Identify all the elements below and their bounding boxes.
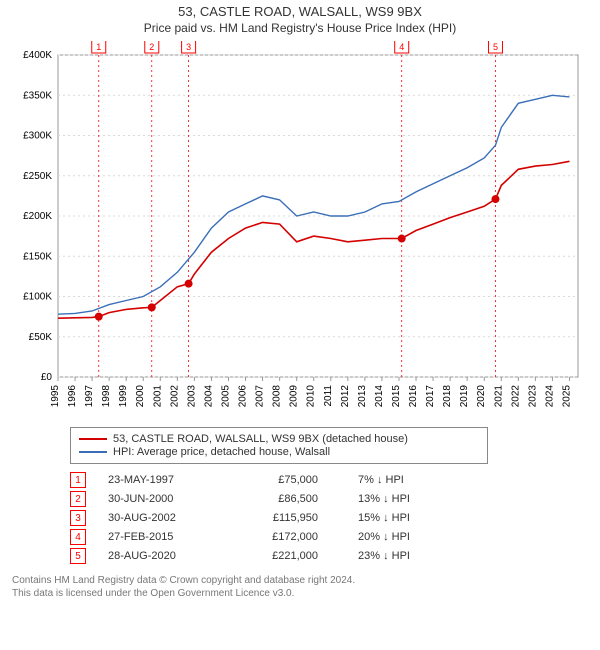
svg-text:£0: £0 bbox=[41, 372, 53, 383]
svg-text:2004: 2004 bbox=[203, 385, 214, 408]
svg-text:2008: 2008 bbox=[272, 385, 283, 408]
trade-delta: 20% ↓ HPI bbox=[358, 531, 468, 543]
svg-text:1999: 1999 bbox=[118, 385, 129, 408]
trade-row: 3 30-AUG-2002 £115,950 15% ↓ HPI bbox=[70, 510, 600, 526]
page-title: 53, CASTLE ROAD, WALSALL, WS9 9BX bbox=[0, 4, 600, 19]
svg-text:2013: 2013 bbox=[357, 385, 368, 408]
legend-row: HPI: Average price, detached house, Wals… bbox=[79, 446, 479, 458]
svg-text:£400K: £400K bbox=[23, 50, 52, 61]
svg-text:2015: 2015 bbox=[391, 385, 402, 408]
trade-date: 27-FEB-2015 bbox=[108, 531, 228, 543]
trade-marker: 5 bbox=[70, 548, 86, 564]
trade-marker: 4 bbox=[70, 529, 86, 545]
svg-text:3: 3 bbox=[186, 42, 191, 52]
trade-price: £75,000 bbox=[228, 474, 318, 486]
price-chart: £0 £50K £100K £150K £200K £250K £300K £350K £400… bbox=[0, 41, 600, 421]
svg-text:2011: 2011 bbox=[323, 385, 334, 407]
svg-text:2024: 2024 bbox=[544, 385, 555, 408]
svg-text:£350K: £350K bbox=[23, 90, 52, 101]
svg-text:5: 5 bbox=[493, 42, 498, 52]
svg-text:2007: 2007 bbox=[255, 385, 266, 408]
legend-swatch bbox=[79, 451, 107, 453]
trades-table: 1 23-MAY-1997 £75,000 7% ↓ HPI 2 30-JUN-… bbox=[70, 472, 600, 564]
svg-text:£50K: £50K bbox=[29, 332, 53, 343]
svg-text:2009: 2009 bbox=[289, 385, 300, 408]
svg-text:2019: 2019 bbox=[459, 385, 470, 408]
trade-date: 30-JUN-2000 bbox=[108, 493, 228, 505]
svg-text:£100K: £100K bbox=[23, 292, 52, 303]
svg-text:2001: 2001 bbox=[152, 385, 163, 408]
trade-date: 28-AUG-2020 bbox=[108, 550, 228, 562]
svg-text:2025: 2025 bbox=[561, 385, 572, 408]
trade-row: 5 28-AUG-2020 £221,000 23% ↓ HPI bbox=[70, 548, 600, 564]
page-subtitle: Price paid vs. HM Land Registry's House … bbox=[0, 21, 600, 35]
svg-text:1: 1 bbox=[96, 42, 101, 52]
legend-swatch bbox=[79, 438, 107, 440]
trade-price: £115,950 bbox=[228, 512, 318, 524]
svg-text:2014: 2014 bbox=[374, 385, 385, 408]
svg-text:2002: 2002 bbox=[169, 385, 180, 408]
trade-delta: 15% ↓ HPI bbox=[358, 512, 468, 524]
trade-price: £221,000 bbox=[228, 550, 318, 562]
svg-text:£150K: £150K bbox=[23, 251, 52, 262]
svg-text:£250K: £250K bbox=[23, 171, 52, 182]
svg-text:1996: 1996 bbox=[67, 385, 78, 408]
svg-text:2021: 2021 bbox=[493, 385, 504, 408]
svg-text:2003: 2003 bbox=[186, 385, 197, 408]
trade-price: £172,000 bbox=[228, 531, 318, 543]
svg-text:£200K: £200K bbox=[23, 211, 52, 222]
svg-text:4: 4 bbox=[399, 42, 404, 52]
svg-text:2: 2 bbox=[149, 42, 154, 52]
svg-text:£300K: £300K bbox=[23, 131, 52, 142]
svg-text:1997: 1997 bbox=[84, 385, 95, 408]
svg-text:2000: 2000 bbox=[135, 385, 146, 408]
legend-label: 53, CASTLE ROAD, WALSALL, WS9 9BX (detac… bbox=[113, 433, 408, 445]
svg-text:2006: 2006 bbox=[238, 385, 249, 408]
trade-date: 30-AUG-2002 bbox=[108, 512, 228, 524]
trade-price: £86,500 bbox=[228, 493, 318, 505]
svg-text:1995: 1995 bbox=[50, 385, 61, 408]
trade-marker: 3 bbox=[70, 510, 86, 526]
licence-line: This data is licensed under the Open Gov… bbox=[12, 587, 588, 600]
legend-row: 53, CASTLE ROAD, WALSALL, WS9 9BX (detac… bbox=[79, 433, 479, 445]
svg-text:2010: 2010 bbox=[306, 385, 317, 408]
licence-line: Contains HM Land Registry data © Crown c… bbox=[12, 574, 588, 587]
licence-text: Contains HM Land Registry data © Crown c… bbox=[12, 574, 588, 600]
trade-delta: 13% ↓ HPI bbox=[358, 493, 468, 505]
trade-row: 4 27-FEB-2015 £172,000 20% ↓ HPI bbox=[70, 529, 600, 545]
svg-text:2005: 2005 bbox=[220, 385, 231, 408]
svg-text:2017: 2017 bbox=[425, 385, 436, 408]
trade-date: 23-MAY-1997 bbox=[108, 474, 228, 486]
svg-text:1998: 1998 bbox=[101, 385, 112, 408]
trade-marker: 1 bbox=[70, 472, 86, 488]
svg-text:2023: 2023 bbox=[527, 385, 538, 408]
svg-text:2020: 2020 bbox=[476, 385, 487, 408]
svg-text:2016: 2016 bbox=[408, 385, 419, 408]
legend-label: HPI: Average price, detached house, Wals… bbox=[113, 446, 330, 458]
svg-text:2022: 2022 bbox=[510, 385, 521, 408]
trade-row: 1 23-MAY-1997 £75,000 7% ↓ HPI bbox=[70, 472, 600, 488]
trade-marker: 2 bbox=[70, 491, 86, 507]
trade-delta: 7% ↓ HPI bbox=[358, 474, 468, 486]
legend: 53, CASTLE ROAD, WALSALL, WS9 9BX (detac… bbox=[70, 427, 488, 464]
svg-text:2018: 2018 bbox=[442, 385, 453, 408]
svg-text:2012: 2012 bbox=[340, 385, 351, 408]
trade-row: 2 30-JUN-2000 £86,500 13% ↓ HPI bbox=[70, 491, 600, 507]
trade-delta: 23% ↓ HPI bbox=[358, 550, 468, 562]
